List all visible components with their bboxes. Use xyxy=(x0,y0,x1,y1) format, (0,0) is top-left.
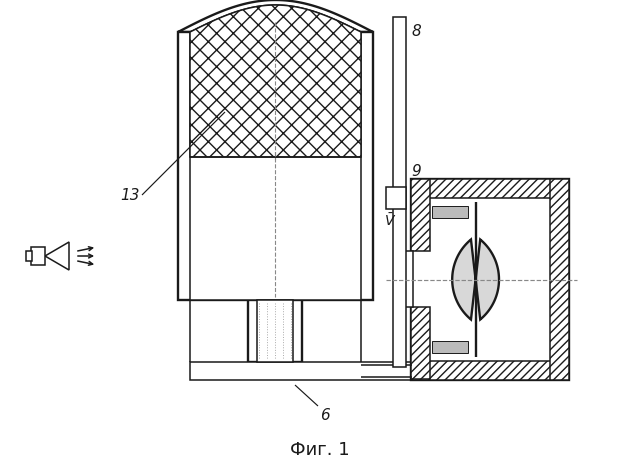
Polygon shape xyxy=(190,5,361,157)
Bar xyxy=(411,361,569,380)
Polygon shape xyxy=(45,242,69,270)
Bar xyxy=(26,251,32,261)
Bar xyxy=(386,187,406,209)
Bar xyxy=(257,300,293,362)
Bar xyxy=(190,32,361,300)
Polygon shape xyxy=(190,5,361,32)
Bar xyxy=(190,362,528,380)
Bar xyxy=(411,307,430,379)
Bar xyxy=(411,179,569,198)
Bar xyxy=(393,17,406,367)
Text: 6: 6 xyxy=(320,408,330,423)
Bar xyxy=(430,198,550,361)
Text: 9: 9 xyxy=(411,163,420,178)
Bar xyxy=(178,32,373,300)
Bar xyxy=(411,179,569,380)
Text: 13: 13 xyxy=(120,188,140,203)
Bar xyxy=(31,247,45,265)
Text: $\bar{V}$: $\bar{V}$ xyxy=(384,212,396,229)
Bar xyxy=(432,341,468,353)
Bar xyxy=(248,300,302,362)
Bar xyxy=(411,179,430,251)
Polygon shape xyxy=(178,0,373,32)
Polygon shape xyxy=(452,240,499,320)
Bar xyxy=(401,251,413,307)
Text: Фиг. 1: Фиг. 1 xyxy=(290,441,350,459)
Bar xyxy=(550,179,569,380)
Bar xyxy=(432,206,468,218)
Text: 8: 8 xyxy=(411,24,420,39)
